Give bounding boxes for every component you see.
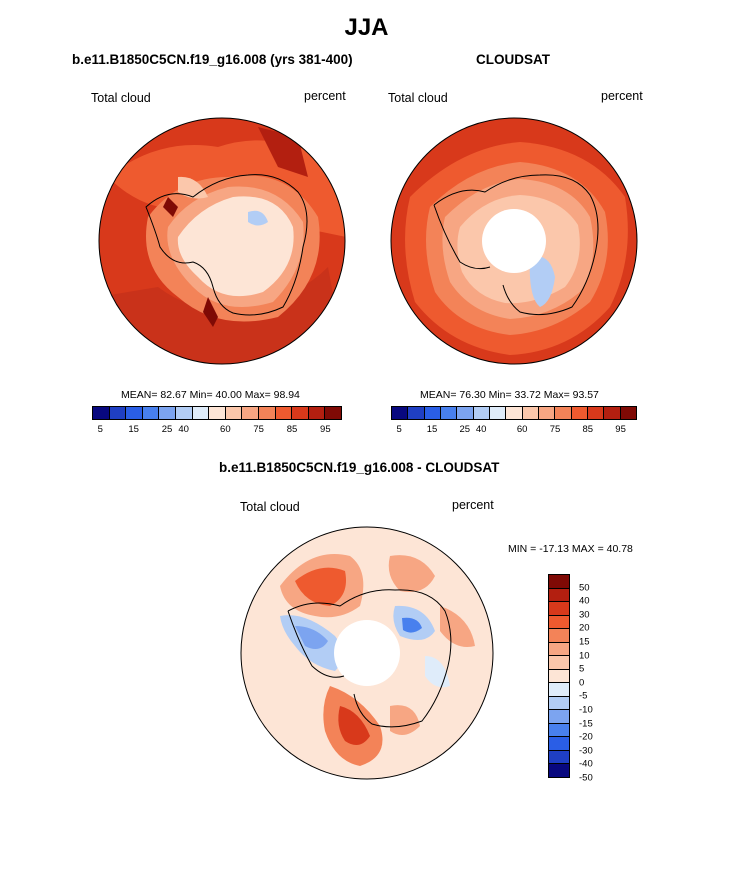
- colorbar-tick-label: 85: [286, 424, 298, 435]
- colorbar-swatch: [275, 407, 293, 419]
- colorbar-tick-label: 95: [615, 424, 626, 435]
- colorbar-swatch: [142, 407, 160, 419]
- colorbar-swatch: [538, 407, 556, 419]
- colorbar-tick-label: 5: [396, 424, 402, 435]
- colorbar-tick-label: 75: [549, 424, 561, 435]
- model-map: [98, 117, 346, 365]
- colorbar-swatch: [408, 407, 425, 419]
- colorbar-tick-label: 60: [516, 424, 528, 435]
- colorbar-swatch: [549, 602, 569, 616]
- colorbar-swatch: [93, 407, 110, 419]
- colorbar-swatch: [549, 575, 569, 589]
- colorbar-swatch: [308, 407, 326, 419]
- colorbar-tick-label: 30: [579, 609, 590, 621]
- obs-stats: MEAN= 76.30 Min= 33.72 Max= 93.57: [420, 389, 599, 401]
- colorbar-swatch: [549, 696, 569, 711]
- diff-colorbar: [548, 574, 570, 778]
- model-colorbar: [92, 406, 342, 420]
- colorbar-swatch: [571, 407, 588, 419]
- colorbar-swatch: [292, 407, 309, 419]
- diff-stats: MIN = -17.13 MAX = 40.78: [508, 543, 633, 555]
- colorbar-tick-label: 15: [128, 424, 139, 435]
- colorbar-tick-label: 5: [97, 424, 103, 435]
- colorbar-swatch: [604, 407, 621, 419]
- obs-units-label: percent: [601, 89, 643, 103]
- colorbar-tick-label: 40: [579, 595, 590, 607]
- colorbar-tick-label: -5: [579, 690, 588, 702]
- colorbar-swatch: [549, 750, 569, 765]
- colorbar-swatch: [192, 407, 210, 419]
- colorbar-swatch: [424, 407, 441, 419]
- colorbar-tick-label: 40: [178, 424, 189, 435]
- colorbar-tick-label: 40: [475, 424, 487, 435]
- colorbar-swatch: [209, 407, 226, 419]
- colorbar-tick-label: 10: [579, 650, 590, 662]
- colorbar-tick-label: -50: [579, 772, 593, 784]
- colorbar-tick-label: 0: [579, 677, 585, 689]
- colorbar-swatch: [489, 407, 507, 419]
- model-stats: MEAN= 82.67 Min= 40.00 Max= 98.94: [121, 389, 300, 401]
- colorbar-swatch: [126, 407, 143, 419]
- colorbar-tick-label: 25: [459, 424, 471, 435]
- colorbar-swatch: [258, 407, 276, 419]
- colorbar-swatch: [555, 407, 572, 419]
- colorbar-swatch: [522, 407, 539, 419]
- colorbar-tick-label: -30: [579, 745, 593, 757]
- diff-variable-label: Total cloud: [240, 500, 300, 514]
- colorbar-swatch: [549, 669, 569, 684]
- colorbar-tick-label: 25: [161, 424, 173, 435]
- obs-panel-title: CLOUDSAT: [476, 52, 550, 67]
- colorbar-tick-label: 85: [582, 424, 594, 435]
- colorbar-swatch: [549, 683, 569, 697]
- obs-map: [390, 117, 638, 365]
- colorbar-swatch: [473, 407, 490, 419]
- obs-variable-label: Total cloud: [388, 91, 448, 105]
- colorbar-swatch: [549, 642, 569, 657]
- colorbar-swatch: [325, 407, 341, 419]
- colorbar-tick-label: 95: [320, 424, 331, 435]
- colorbar-tick-label: 50: [579, 582, 590, 594]
- colorbar-swatch: [109, 407, 127, 419]
- colorbar-swatch: [159, 407, 176, 419]
- colorbar-tick-label: 15: [579, 636, 590, 648]
- colorbar-swatch: [457, 407, 474, 419]
- diff-map: [240, 526, 494, 780]
- colorbar-swatch: [549, 615, 569, 630]
- colorbar-tick-label: 5: [579, 663, 585, 675]
- model-units-label: percent: [304, 89, 346, 103]
- colorbar-swatch: [549, 723, 569, 738]
- colorbar-swatch: [175, 407, 193, 419]
- colorbar-tick-label: 60: [220, 424, 231, 435]
- colorbar-swatch: [549, 710, 569, 724]
- colorbar-swatch: [440, 407, 458, 419]
- figure-title: JJA: [344, 14, 389, 41]
- colorbar-tick-label: -20: [579, 731, 593, 743]
- colorbar-tick-label: -40: [579, 758, 593, 770]
- colorbar-swatch: [549, 588, 569, 603]
- colorbar-tick-label: 15: [426, 424, 438, 435]
- model-variable-label: Total cloud: [91, 91, 151, 105]
- colorbar-swatch: [242, 407, 259, 419]
- colorbar-tick-label: -15: [579, 718, 593, 730]
- model-panel-title: b.e11.B1850C5CN.f19_g16.008 (yrs 381-400…: [72, 52, 353, 67]
- colorbar-swatch: [506, 407, 523, 419]
- colorbar-tick-label: 75: [253, 424, 264, 435]
- colorbar-tick-label: -10: [579, 704, 593, 716]
- diff-panel-title: b.e11.B1850C5CN.f19_g16.008 - CLOUDSAT: [219, 460, 500, 475]
- colorbar-swatch: [549, 737, 569, 751]
- colorbar-swatch: [225, 407, 243, 419]
- diff-units-label: percent: [452, 498, 494, 512]
- colorbar-swatch: [620, 407, 636, 419]
- colorbar-swatch: [549, 629, 569, 643]
- colorbar-swatch: [549, 764, 569, 777]
- colorbar-swatch: [549, 656, 569, 670]
- colorbar-swatch: [392, 407, 409, 419]
- obs-colorbar: [391, 406, 637, 420]
- colorbar-swatch: [587, 407, 605, 419]
- colorbar-tick-label: 20: [579, 622, 590, 634]
